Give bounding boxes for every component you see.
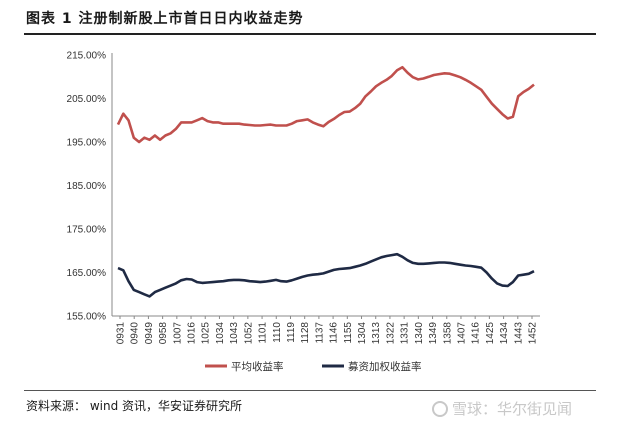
x-axis: 0931 0940 0949 0958 1007 1016 1025 1034 1043 1052… (112, 315, 540, 345)
chart-legend: 平均收益率 募资加权收益率 (205, 360, 422, 373)
x-tick-label: 1407 (456, 322, 467, 345)
x-tick-label: 1331 (400, 322, 411, 345)
x-tick-label: 1313 (371, 322, 382, 345)
y-tick-label: 205.00% (67, 94, 107, 105)
x-tick-label: 1128 (300, 322, 311, 344)
x-tick-label: 1110 (272, 322, 283, 343)
x-tick-label: 1443 (513, 322, 524, 345)
y-tick-label: 215.00% (67, 51, 107, 62)
series-line-weighted-return (117, 252, 535, 298)
x-tick-label: 1155 (343, 322, 354, 344)
x-tick-label: 1052 (243, 322, 254, 345)
x-tick-label: 1119 (286, 322, 297, 343)
x-tick-label: 1349 (428, 322, 439, 345)
x-tick-label: 0940 (130, 322, 141, 345)
x-tick-label: 1034 (215, 322, 226, 345)
source-divider (24, 390, 596, 391)
chart-title: 图表 1 注册制新股上市首日日内收益走势 (26, 11, 304, 27)
x-tick-label: 1137 (314, 322, 325, 344)
watermark-text: 雪球：华尔街见闻 (452, 400, 573, 418)
legend-label: 平均收益率 (231, 360, 284, 373)
x-tick-label: 1340 (414, 322, 425, 345)
x-tick-label: 1322 (385, 322, 396, 345)
x-tick-label: 1043 (229, 322, 240, 345)
source-note: 资料来源： wind 资讯，华安证券研究所 (26, 399, 243, 413)
series-lines (116, 65, 535, 298)
x-tick-label: 1416 (471, 322, 482, 345)
x-tick-label: 0949 (144, 322, 155, 345)
title-divider (24, 33, 596, 35)
x-tick-label: 1425 (485, 322, 496, 345)
snowball-icon (432, 401, 448, 417)
watermark: 雪球：华尔街见闻 (432, 398, 572, 419)
x-tick-label: 1304 (357, 322, 368, 345)
line-chart: 155.00% 165.00% 175.00% 185.00% 195.00% 205.0… (67, 51, 540, 373)
x-tick-label: 1146 (329, 322, 340, 344)
legend-label: 募资加权收益率 (348, 360, 422, 373)
y-tick-label: 195.00% (67, 138, 107, 149)
x-tick-label: 1007 (172, 322, 183, 345)
y-tick-label: 165.00% (67, 268, 107, 279)
x-tick-label: 1434 (499, 322, 510, 345)
y-axis: 155.00% 165.00% 175.00% 185.00% 195.00% 205.0… (67, 51, 113, 323)
x-tick-label: 0958 (158, 322, 169, 345)
x-tick-label: 0931 (116, 322, 127, 345)
y-tick-label: 175.00% (67, 225, 107, 236)
x-tick-label: 1358 (442, 322, 453, 345)
y-tick-label: 155.00% (67, 312, 107, 323)
series-line-average-return (116, 65, 535, 144)
x-tick-label: 1025 (201, 322, 212, 345)
x-tick-label: 1016 (187, 322, 198, 345)
x-tick-label: 1452 (528, 322, 539, 345)
x-tick-label: 1101 (258, 322, 269, 344)
y-tick-label: 185.00% (67, 181, 107, 192)
